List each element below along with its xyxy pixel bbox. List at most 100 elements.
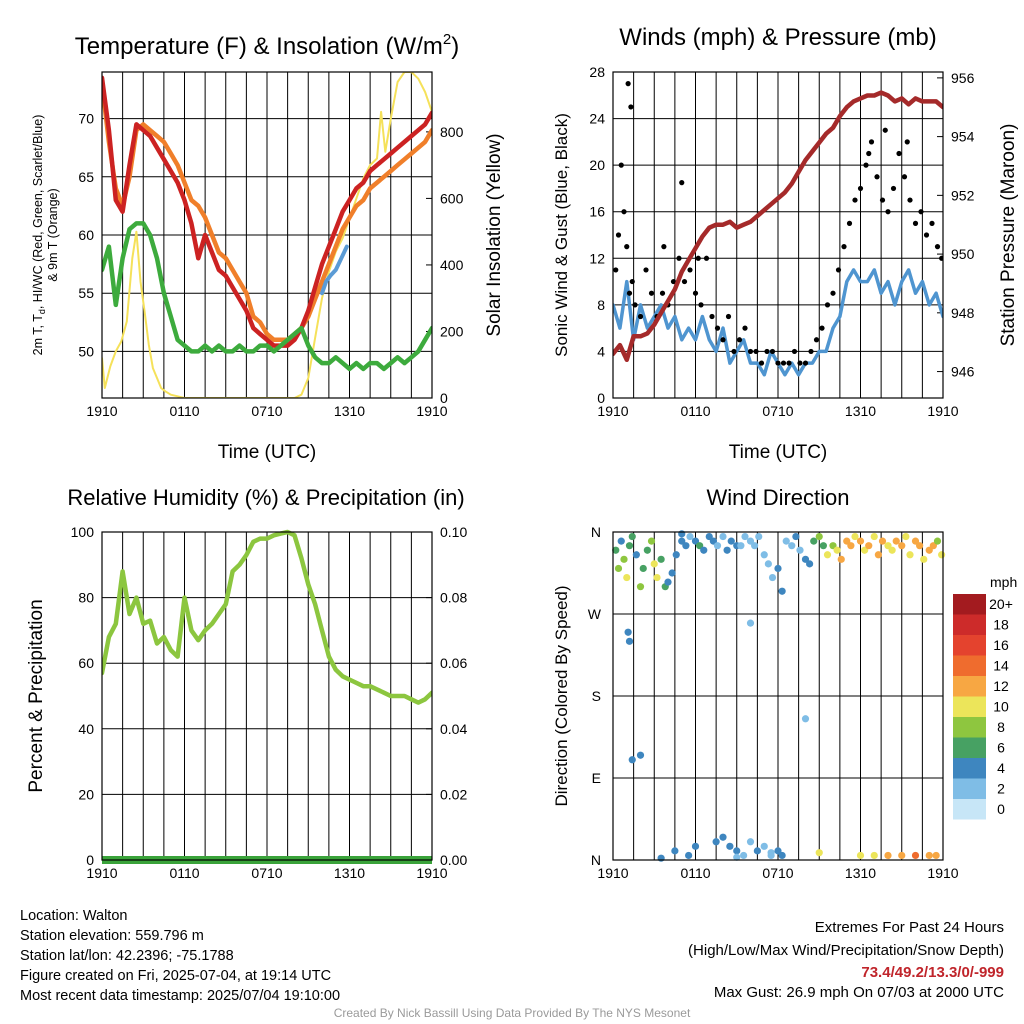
direction-point	[865, 542, 873, 550]
direction-point	[682, 542, 690, 550]
y-tick-label: 60	[78, 227, 94, 243]
x-tick-label: 1910	[927, 865, 958, 881]
colorbar-label: 8	[997, 719, 1005, 735]
direction-point	[906, 551, 914, 559]
temperature-series-line	[320, 244, 349, 296]
direction-point	[806, 560, 814, 568]
gust-point	[775, 360, 781, 366]
colorbar-title: mph	[990, 574, 1017, 590]
max-gust: Max Gust: 26.9 mph On 07/03 at 2000 UTC	[713, 984, 1004, 1001]
direction-point	[727, 537, 735, 545]
colorbar-label: 20+	[989, 596, 1013, 612]
direction-point	[792, 532, 800, 541]
gust-point	[698, 302, 704, 308]
direction-point	[696, 542, 704, 550]
x-tick-label: 0710	[762, 865, 793, 881]
x-tick-label: 1310	[845, 865, 876, 881]
y-axis-label: Percent & Precipitation	[26, 599, 47, 792]
gust-point	[632, 302, 638, 308]
chart-title-close: )	[451, 33, 459, 60]
gust-point	[866, 150, 872, 157]
y-tick-label: 55	[78, 285, 94, 301]
x-tick-label: 1910	[86, 865, 117, 881]
y-tick-label: 100	[71, 524, 95, 540]
gust-point	[846, 220, 853, 226]
x-tick-label: 0710	[762, 403, 793, 419]
direction-point	[801, 555, 810, 563]
direction-point	[767, 849, 775, 857]
y-tick-label: 80	[78, 590, 94, 606]
gust-point	[896, 150, 902, 157]
direction-point	[843, 537, 851, 545]
y2-tick-label: 948	[951, 305, 975, 321]
y2-tick-label: 600	[440, 190, 464, 206]
gust-point	[786, 360, 792, 366]
direction-point	[810, 537, 818, 545]
series-group	[613, 81, 943, 377]
gust-point	[626, 290, 633, 296]
gust-point	[637, 313, 644, 320]
direction-point	[916, 542, 924, 550]
direction-point	[614, 564, 623, 573]
gust-point	[670, 278, 677, 285]
y-tick-label: 8	[597, 297, 605, 313]
x-tick-label: 1910	[86, 403, 117, 419]
humidity-series-line	[102, 529, 432, 705]
y-tick-label: 40	[78, 721, 94, 737]
y2-tick-label: 0.10	[440, 524, 467, 540]
y-tick-label: 16	[589, 204, 605, 220]
gust-point	[747, 348, 754, 355]
direction-point	[782, 537, 790, 545]
direction-point	[624, 628, 632, 636]
direction-point	[625, 542, 634, 550]
direction-point	[884, 851, 892, 860]
gust-point	[819, 325, 825, 331]
y-axis-label-line2: & 9m T (Orange)	[46, 188, 60, 281]
direction-point	[733, 853, 741, 861]
y-axis-label-subscript: d	[37, 309, 47, 314]
gust-point	[923, 232, 930, 238]
extremes-subtitle: (High/Low/Max Wind/Precipitation/Snow De…	[688, 942, 1004, 959]
direction-point	[643, 546, 651, 554]
direction-point	[774, 564, 782, 573]
gust-point	[692, 290, 699, 296]
direction-point	[653, 573, 661, 582]
temperature-series-line	[102, 81, 432, 343]
gust-point	[791, 348, 798, 355]
gust-point	[648, 290, 655, 296]
y-axis-label-part: 2m T, T	[31, 314, 45, 356]
direction-point	[650, 560, 658, 568]
direction-point	[639, 564, 647, 573]
direction-point	[911, 851, 920, 860]
colorbar-swatch	[953, 778, 986, 799]
gust-point	[901, 174, 908, 180]
colorbar-label: 18	[993, 617, 1009, 633]
y2-tick-label: 800	[440, 124, 464, 140]
y-tick-label: E	[592, 770, 601, 786]
gust-point	[621, 209, 627, 215]
gust-point	[764, 348, 770, 355]
direction-point	[628, 532, 636, 541]
direction-point	[678, 530, 686, 538]
direction-point	[751, 542, 759, 550]
gust-point	[929, 220, 935, 226]
gust-point	[758, 360, 765, 366]
plot-border	[612, 71, 944, 399]
direction-point	[746, 619, 755, 627]
y2-axis-label: Station Pressure (Maroon)	[998, 124, 1019, 347]
direction-point	[713, 542, 722, 550]
colorbar-swatch	[953, 594, 986, 615]
direction-point	[801, 715, 810, 723]
direction-point	[878, 537, 887, 545]
speed-colorbar: mph 20+ 18 16 14 12 10 8 6 4 2 0	[953, 574, 1017, 820]
direction-point	[678, 537, 686, 545]
colorbar-swatch	[953, 614, 986, 635]
x-tick-label: 1310	[845, 403, 876, 419]
colorbar-label: 14	[993, 658, 1009, 674]
direction-point	[668, 569, 676, 577]
colorbar-swatch	[953, 758, 986, 779]
gust-point	[841, 244, 847, 250]
direction-point	[719, 833, 727, 841]
colorbar-label: 12	[993, 678, 1009, 694]
x-axis-label: Time (UTC)	[218, 442, 317, 463]
